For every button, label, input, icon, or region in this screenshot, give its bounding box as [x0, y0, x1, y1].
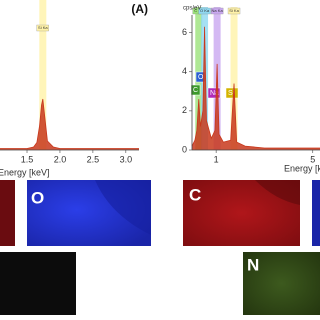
element-tag: [227, 7, 241, 15]
element-tag: [198, 7, 211, 15]
element-marker: [207, 87, 221, 99]
element-tag-label: Si Ka: [229, 8, 239, 13]
element-tag: [36, 24, 49, 32]
element-band: [230, 7, 238, 150]
spectrum-area: [0, 99, 139, 150]
element-marker: [225, 87, 239, 99]
element-tag-label: O Ka: [200, 8, 210, 13]
spectrum-line: [0, 98, 139, 149]
element-marker: [190, 84, 201, 96]
x-tick-label: 5: [310, 154, 315, 164]
x-tick-label: 1.5: [21, 154, 34, 164]
x-tick-label: 3.0: [120, 154, 133, 164]
panel-label: (A): [131, 2, 148, 16]
x-axis-label: Energy [keV]: [284, 163, 320, 173]
element-marker-label: Si: [228, 90, 235, 97]
y-tick-label: 0: [182, 144, 187, 154]
x-tick-label: 2.0: [54, 154, 67, 164]
map-image: [312, 180, 320, 246]
map-image: [0, 252, 76, 315]
element-marker-label: O: [198, 74, 204, 81]
spectrum-line: [191, 26, 320, 149]
x-tick-label: 2.5: [87, 154, 100, 164]
element-tag: [210, 7, 224, 15]
y-axis-label: cps/eV: [183, 6, 201, 12]
map-region: [255, 180, 300, 205]
x-tick-label: 1: [214, 154, 219, 164]
element-band: [39, 0, 47, 150]
element-marker-label: C: [193, 87, 198, 94]
y-tick-label: 6: [182, 27, 187, 37]
map-label: C: [189, 185, 201, 204]
y-tick-label: 4: [182, 66, 187, 76]
map-image: [243, 252, 320, 315]
element-marker-label: Na: [210, 90, 219, 97]
y-tick-label: 2: [182, 105, 187, 115]
element-tag-label: Na Ka: [212, 8, 224, 13]
map-image: [0, 180, 15, 246]
map-label: N: [247, 255, 259, 274]
map-region: [95, 180, 151, 235]
x-axis-label: Energy [keV]: [0, 167, 50, 177]
element-tag-label: Si Ka: [38, 25, 48, 30]
map-label: O: [31, 188, 44, 207]
